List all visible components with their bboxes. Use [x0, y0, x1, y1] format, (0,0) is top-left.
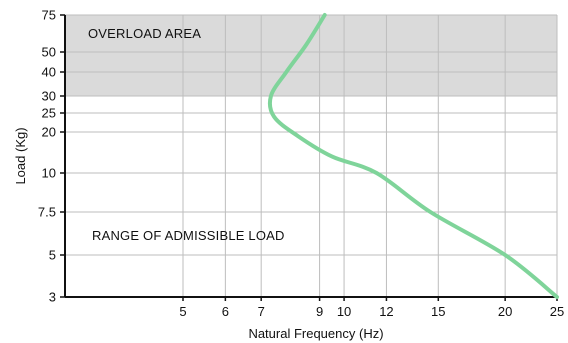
y-tick-label: 40: [42, 65, 56, 80]
x-tick-label: 5: [179, 304, 186, 319]
y-tick-label: 25: [42, 106, 56, 121]
x-tick-label: 9: [316, 304, 323, 319]
x-tick-label: 10: [337, 304, 351, 319]
y-tick-label: 50: [42, 45, 56, 60]
y-axis-title: Load (Kg): [13, 127, 28, 184]
x-tick-label: 15: [431, 304, 445, 319]
x-tick-label: 7: [258, 304, 265, 319]
y-tick-label: 7.5: [38, 205, 56, 220]
y-tick-label: 10: [42, 166, 56, 181]
overload-area-region: [65, 15, 557, 96]
x-axis-title: Natural Frequency (Hz): [248, 326, 383, 341]
admissible-load-label: RANGE OF ADMISSIBLE LOAD: [92, 228, 285, 243]
y-tick-label: 5: [49, 248, 56, 263]
y-tick-label: 20: [42, 125, 56, 140]
x-tick-label: 6: [222, 304, 229, 319]
y-tick-label: 3: [49, 290, 56, 305]
series-line: [267, 13, 559, 299]
y-tick-label: 75: [42, 8, 56, 23]
x-tick-label: 12: [379, 304, 393, 319]
x-tick-label: 25: [550, 304, 564, 319]
y-tick-label: 30: [42, 89, 56, 104]
overload-area-label: OVERLOAD AREA: [88, 26, 201, 41]
x-tick-label: 20: [498, 304, 512, 319]
